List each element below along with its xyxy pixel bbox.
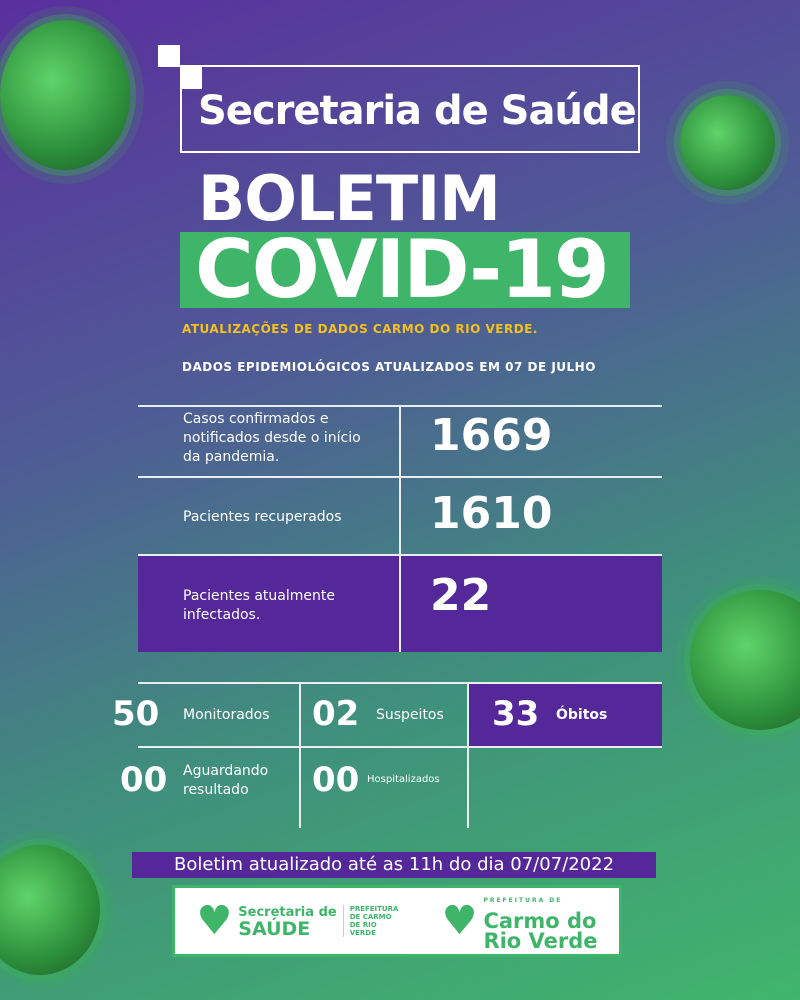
updated-banner: Boletim atualizado até as 11h do dia 07/…	[132, 852, 656, 878]
monitored-label: Monitorados	[183, 707, 270, 723]
suspects-label: Suspeitos	[376, 707, 444, 723]
saude-logo-line2: SAÚDE	[238, 918, 311, 940]
date-line: DADOS EPIDEMIOLÓGICOS ATUALIZADOS EM 07 …	[182, 360, 596, 374]
prefeitura-logo: ♥ PREFEITURA DE Carmo do Rio Verde	[441, 891, 598, 953]
deaths-label: Óbitos	[556, 707, 608, 723]
awaiting-value: 00	[120, 760, 168, 800]
saude-logo: ♥ Secretaria de SAÚDE PREFEITURA DE CARM…	[196, 898, 398, 944]
divider	[467, 682, 469, 828]
hospitalized-label: Hospitalizados	[367, 774, 440, 785]
saude-logo-line1: Secretaria de	[238, 905, 337, 920]
covid-banner	[180, 232, 630, 308]
prefeitura-line2: Rio Verde	[483, 929, 598, 953]
subtitle: ATUALIZAÇÕES DE DADOS CARMO DO RIO VERDE…	[182, 322, 538, 336]
org-title: Secretaria de Saúde	[198, 88, 637, 134]
divider	[299, 682, 301, 828]
virus-illustration	[0, 20, 130, 170]
divider	[138, 746, 662, 748]
recovered-value: 1610	[430, 488, 553, 539]
infected-value: 22	[430, 570, 492, 621]
virus-illustration	[0, 845, 100, 975]
decor-square	[158, 45, 180, 67]
confirmed-value: 1669	[430, 410, 553, 461]
prefeitura-line1: Carmo do	[483, 909, 597, 933]
logos-bar: ♥ Secretaria de SAÚDE PREFEITURA DE CARM…	[172, 885, 622, 957]
awaiting-label: Aguardando resultado	[183, 763, 269, 798]
monitored-value: 50	[112, 694, 160, 734]
covid-title: COVID-19	[195, 223, 610, 316]
virus-illustration	[680, 95, 775, 190]
infected-label: Pacientes atualmente infectados.	[183, 588, 335, 623]
title-frame	[180, 65, 640, 153]
suspects-value: 02	[312, 694, 360, 734]
confirmed-label: Casos confirmados e notificados desde o …	[183, 411, 361, 465]
heart-hands-icon: ♥	[441, 898, 478, 944]
divider	[399, 405, 401, 652]
hospitalized-value: 00	[312, 760, 360, 800]
heart-hands-icon: ♥	[196, 898, 233, 944]
deaths-cell-bg	[468, 684, 662, 746]
boletim-title: BOLETIM	[198, 162, 501, 235]
virus-illustration	[690, 590, 800, 730]
divider	[138, 682, 662, 684]
decor-square	[180, 67, 202, 89]
recovered-label: Pacientes recuperados	[183, 509, 342, 525]
deaths-value: 33	[492, 694, 540, 734]
prefeitura-label: PREFEITURA DE	[483, 897, 563, 904]
prefeitura-small: PREFEITURA DE CARMO DE RIO VERDE	[342, 905, 399, 937]
